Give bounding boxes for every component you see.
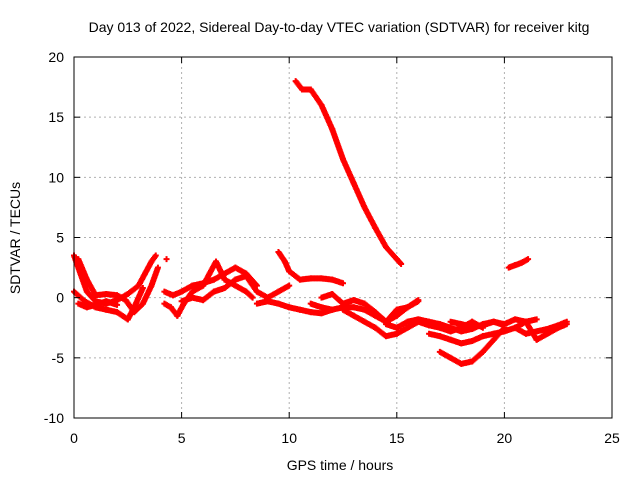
y-tick-label: 5 xyxy=(56,230,64,246)
data-point xyxy=(563,318,570,325)
y-tick-label: 15 xyxy=(48,109,64,125)
axis-ticks xyxy=(73,56,613,419)
y-tick-label: 0 xyxy=(56,290,64,306)
data-point xyxy=(415,298,422,305)
data-points xyxy=(71,78,570,367)
series-isolated-point xyxy=(163,256,170,263)
y-tick-label: -5 xyxy=(52,350,65,366)
series-arc-j xyxy=(292,78,405,267)
x-tick-label: 5 xyxy=(178,430,186,446)
data-point xyxy=(340,280,346,287)
y-axis-label: SDTVAR / TECUs xyxy=(7,182,23,294)
data-point xyxy=(249,294,256,301)
x-tick-label: 20 xyxy=(497,430,513,446)
x-axis-label: GPS time / hours xyxy=(287,457,394,473)
y-tick-label: 20 xyxy=(48,49,64,65)
data-point xyxy=(533,316,540,323)
x-tick-labels: 0 5 10 15 20 25 xyxy=(70,430,620,446)
data-point xyxy=(163,256,170,263)
series-arc-p xyxy=(436,324,508,367)
series-arc-l xyxy=(318,291,422,325)
data-point xyxy=(139,285,146,292)
series-arc-d xyxy=(75,298,121,311)
y-tick-label: -10 xyxy=(44,410,64,426)
y-tick-labels: -10 -5 0 5 10 15 20 xyxy=(44,49,64,426)
series-arc-e xyxy=(161,258,256,319)
x-tick-label: 15 xyxy=(389,430,405,446)
series-arc-c xyxy=(75,256,161,316)
x-tick-label: 0 xyxy=(70,430,78,446)
data-point xyxy=(114,301,121,308)
series-arc-g xyxy=(178,273,293,305)
y-tick-label: 10 xyxy=(48,169,64,185)
x-tick-label: 25 xyxy=(604,430,620,446)
series-arc-s xyxy=(505,256,532,271)
data-point xyxy=(154,264,161,271)
data-point xyxy=(525,256,532,263)
data-point xyxy=(286,282,293,289)
chart-title: Day 013 of 2022, Sidereal Day-to-day VTE… xyxy=(89,19,590,35)
series-arc-i xyxy=(275,248,346,287)
series-arc-r xyxy=(512,318,570,337)
data-point xyxy=(152,252,159,259)
series-arc-b xyxy=(71,285,146,323)
data-point xyxy=(398,260,405,267)
x-tick-label: 10 xyxy=(281,430,297,446)
grid xyxy=(74,57,612,418)
